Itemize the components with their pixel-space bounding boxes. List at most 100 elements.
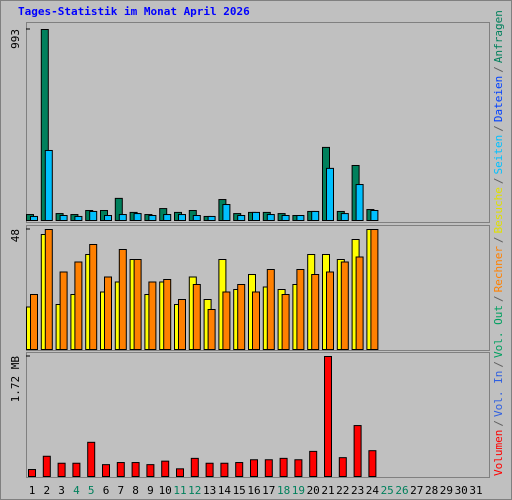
bar — [237, 214, 246, 221]
legend-entry: Vol. Out — [492, 305, 505, 358]
bar — [205, 462, 214, 477]
bar — [355, 184, 364, 221]
bar — [296, 269, 305, 350]
bar — [237, 284, 246, 350]
bar — [252, 291, 260, 350]
x-tick-label: 17 — [262, 484, 275, 497]
bar — [355, 256, 364, 350]
bar — [370, 229, 379, 350]
bar — [266, 214, 275, 222]
legend-separator: / — [492, 177, 505, 184]
x-tick-label: 26 — [395, 484, 408, 497]
x-tick-label: 30 — [455, 484, 468, 497]
x-tick-label: 24 — [366, 484, 380, 497]
bar — [340, 213, 349, 222]
bar — [340, 261, 349, 350]
bar — [311, 274, 320, 350]
bar — [163, 214, 172, 222]
x-tick-label: 25 — [381, 484, 394, 497]
x-tick-label: 5 — [88, 484, 95, 497]
bar — [74, 261, 83, 350]
bar — [146, 464, 155, 477]
chart-title: Tages-Statistik im Monat April 2026 — [18, 5, 250, 18]
bar — [87, 441, 96, 478]
x-tick-label: 15 — [233, 484, 246, 497]
bar — [74, 215, 83, 221]
x-tick-label: 7 — [117, 484, 124, 497]
bar — [176, 468, 184, 478]
x-tick-label: 1 — [29, 484, 36, 497]
bar — [148, 281, 157, 350]
x-tick-label: 21 — [321, 484, 334, 497]
x-tick-label: 19 — [292, 484, 305, 497]
bar — [281, 214, 290, 221]
bar — [72, 462, 81, 477]
x-tick-label: 4 — [73, 484, 80, 497]
legend-separator: / — [492, 125, 505, 132]
legend-separator: / — [492, 361, 505, 368]
bar — [59, 214, 68, 221]
y-tick-label: 993 — [9, 29, 22, 49]
bar — [222, 204, 231, 222]
bar — [326, 167, 334, 221]
bar — [28, 469, 36, 477]
bar — [370, 209, 379, 221]
bar — [57, 462, 66, 477]
bar — [59, 271, 68, 350]
bar — [252, 211, 260, 221]
bar — [178, 299, 186, 350]
legend-separator: / — [492, 420, 505, 427]
bar — [207, 309, 216, 350]
x-tick-label: 14 — [218, 484, 232, 497]
x-tick-label: 22 — [336, 484, 349, 497]
bar — [163, 279, 172, 350]
legend-entry: Seiten — [492, 135, 505, 175]
legend-entry: Dateien — [492, 76, 505, 122]
legend-separator: / — [492, 295, 505, 302]
x-tick-label: 29 — [440, 484, 453, 497]
x-tick-label: 16 — [247, 484, 260, 497]
bar — [190, 457, 199, 478]
bar — [192, 214, 201, 221]
bar — [207, 215, 216, 221]
bar — [353, 425, 362, 477]
bar — [44, 229, 53, 350]
x-tick-label: 13 — [203, 484, 216, 497]
bar — [279, 457, 288, 478]
bar — [338, 457, 347, 477]
bar — [161, 460, 170, 477]
x-tick-label: 18 — [277, 484, 290, 497]
bar — [116, 462, 125, 477]
bar — [42, 455, 51, 478]
bar — [250, 459, 258, 478]
bar — [311, 210, 320, 221]
bar — [266, 269, 275, 350]
bar — [118, 214, 127, 222]
x-tick-label: 8 — [132, 484, 139, 497]
legend-entry: Besuche — [492, 187, 505, 233]
y-tick-label: 48 — [9, 229, 22, 242]
panel — [26, 22, 490, 223]
legend-entry: Rechner — [492, 246, 505, 293]
bar — [235, 462, 244, 477]
bar — [324, 356, 332, 477]
bar — [222, 291, 231, 350]
x-tick-label: 2 — [43, 484, 50, 497]
x-tick-label: 3 — [58, 484, 65, 497]
bar — [118, 249, 127, 350]
x-tick-label: 28 — [425, 484, 438, 497]
bar — [131, 462, 140, 477]
bar — [294, 459, 303, 478]
x-tick-label: 9 — [147, 484, 154, 497]
bar — [89, 210, 98, 221]
x-tick-label: 31 — [469, 484, 482, 497]
bar — [30, 215, 38, 221]
bar — [44, 149, 53, 221]
bar — [102, 464, 110, 477]
bar — [264, 459, 273, 478]
bar — [89, 244, 98, 350]
bar — [148, 214, 157, 221]
x-tick-label: 27 — [410, 484, 423, 497]
bar — [104, 276, 112, 350]
